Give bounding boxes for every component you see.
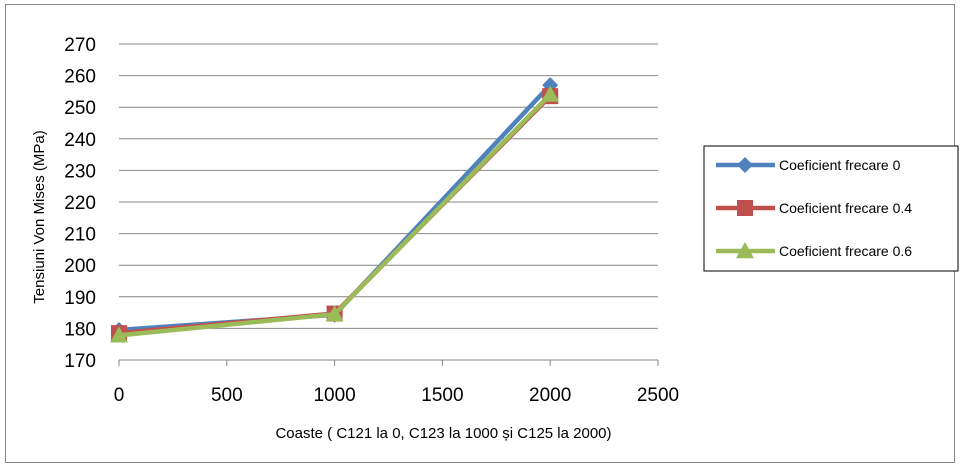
legend: Coeficient frecare 0 Coeficient frecare 0… (703, 145, 959, 272)
gridlines (119, 43, 658, 329)
y-tick-label: 260 (64, 67, 96, 88)
series-line (118, 83, 552, 333)
data-point-triangle (541, 85, 560, 102)
y-tick-label: 190 (64, 288, 96, 309)
y-axis-title: Tensiuni Von Mises (MPa) (31, 130, 48, 303)
y-tick-label: 180 (64, 319, 96, 340)
y-tick-label: 170 (64, 351, 96, 372)
y-tick-label: 230 (64, 161, 96, 182)
data-point-triangle (325, 305, 344, 322)
legend-item: Coeficient frecare 0.4 (716, 200, 912, 216)
data-point-triangle (110, 326, 128, 343)
series-2 (111, 88, 559, 342)
legend-item: Coeficient frecare 0.6 (716, 242, 912, 259)
y-tick-label: 220 (64, 193, 96, 214)
series-line (118, 94, 552, 336)
x-tick-label: 1000 (313, 385, 355, 406)
series-1 (111, 77, 559, 338)
y-tick-label: 210 (64, 225, 96, 246)
y-tick-label: 270 (64, 35, 96, 56)
x-tick-label: 2500 (637, 385, 679, 406)
data-point-triangle (736, 242, 754, 259)
y-tick-label: 240 (64, 130, 96, 151)
legend-label: Coeficient frecare 0.6 (779, 243, 912, 259)
y-tick-label: 200 (64, 256, 96, 277)
series-layer (110, 77, 560, 343)
series-3 (110, 85, 560, 343)
data-point-diamond (737, 157, 753, 173)
legend-item: Coeficient frecare 0 (716, 157, 901, 173)
x-tick-label: 500 (211, 385, 243, 406)
x-tick-label: 1500 (421, 385, 463, 406)
legend-label: Coeficient frecare 0.4 (779, 200, 912, 216)
x-axis-title: Coaste ( C121 la 0, C123 la 1000 și C125… (275, 425, 611, 442)
x-tick-label: 0 (114, 385, 125, 406)
x-tick-label: 2000 (529, 385, 571, 406)
y-axis-ticks: 170 180 190 200 210 220 230 240 250 260 270 (64, 35, 96, 372)
legend-label: Coeficient frecare 0 (779, 157, 901, 173)
y-tick-label: 250 (64, 98, 96, 119)
x-axis-ticks: 0 500 1000 1500 2000 2500 (114, 360, 679, 406)
series-line (118, 92, 552, 338)
data-point-square (737, 200, 753, 216)
